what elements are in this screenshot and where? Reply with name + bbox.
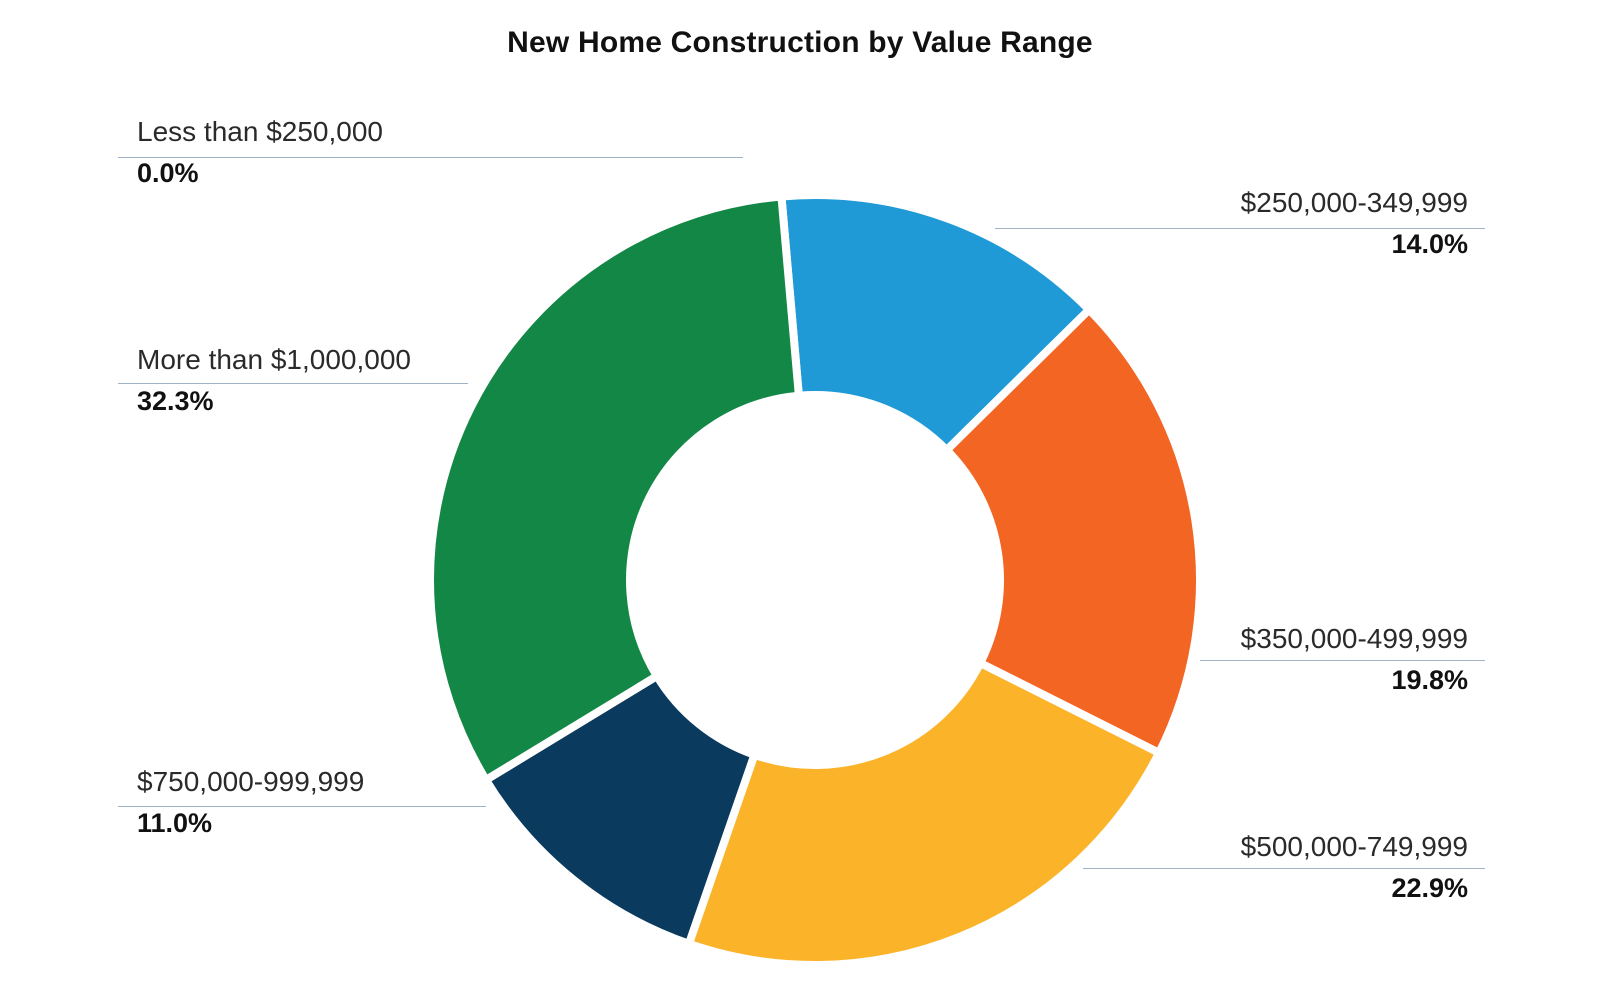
- donut-slice-5: [426, 192, 804, 786]
- category-label: $500,000-749,999: [1240, 831, 1468, 862]
- donut-slice-2: [941, 304, 1204, 759]
- callout-350k-499k: $350,000-499,999 19.8%: [1241, 621, 1468, 697]
- value-label: 22.9%: [1391, 873, 1468, 903]
- value-label: 0.0%: [137, 158, 199, 188]
- category-label: $250,000-349,999: [1240, 187, 1468, 218]
- value-label: 19.8%: [1391, 665, 1468, 695]
- leader-line-250k-349k: [995, 228, 1485, 229]
- callout-750k-999k: $750,000-999,999 11.0%: [137, 764, 364, 840]
- leader-line-350k-499k: [1200, 660, 1485, 661]
- value-label: 11.0%: [137, 808, 213, 838]
- callout-less-than-250k: Less than $250,000 0.0%: [137, 114, 383, 190]
- leader-line-less-than-250k: [118, 157, 743, 158]
- chart-title: New Home Construction by Value Range: [507, 26, 1093, 59]
- callout-250k-349k: $250,000-349,999 14.0%: [1241, 185, 1468, 261]
- donut-slice-1: [777, 191, 1095, 456]
- category-label: $750,000-999,999: [137, 766, 365, 797]
- value-label: 14.0%: [1391, 229, 1468, 259]
- leader-line-750k-999k: [118, 806, 486, 807]
- callout-500k-749k: $500,000-749,999 22.9%: [1241, 829, 1468, 905]
- category-label: $350,000-499,999: [1240, 623, 1468, 654]
- leader-line-more-than-1m: [118, 383, 468, 384]
- value-label: 32.3%: [137, 386, 214, 416]
- callout-more-than-1m: More than $1,000,000 32.3%: [137, 342, 411, 418]
- leader-line-500k-749k: [1083, 868, 1485, 869]
- category-label: Less than $250,000: [137, 116, 383, 147]
- category-label: More than $1,000,000: [137, 344, 411, 375]
- donut-slice-3: [683, 657, 1165, 969]
